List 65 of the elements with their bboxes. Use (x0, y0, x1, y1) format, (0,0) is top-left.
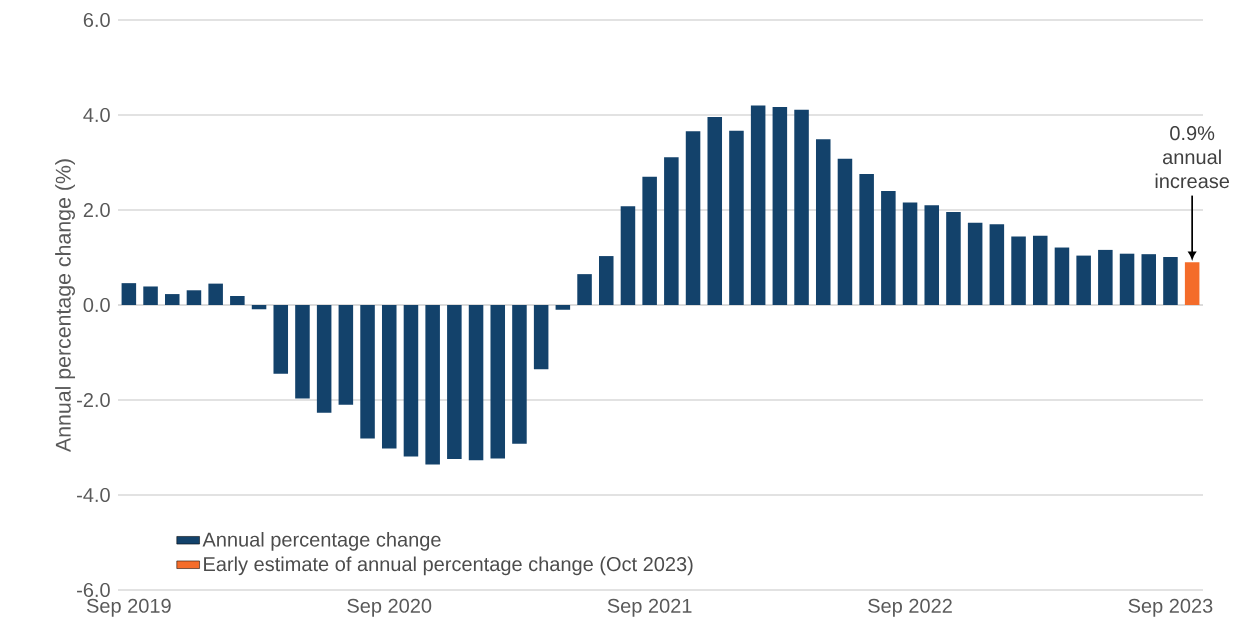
bar (1141, 254, 1157, 305)
bar (230, 295, 245, 305)
y-tick-label: 6.0 (83, 12, 110, 28)
y-tick-label: -6.0 (77, 582, 110, 598)
x-tick-label: Sep 2023 (1128, 598, 1213, 617)
bar (338, 305, 354, 405)
annotation: 0.9% annual increase (1155, 126, 1230, 189)
bar (512, 305, 527, 444)
bar (1011, 236, 1026, 305)
bar (642, 176, 657, 305)
bar (490, 305, 506, 459)
bar (707, 116, 723, 305)
bar (251, 305, 267, 310)
bar (295, 305, 310, 399)
bar (1054, 247, 1070, 305)
bar (555, 305, 571, 310)
bar (1098, 249, 1113, 305)
bar (360, 305, 375, 439)
bar (425, 305, 440, 465)
x-tick-label: Sep 2021 (607, 598, 692, 617)
bar (837, 158, 853, 305)
bar (577, 274, 592, 305)
bar (186, 290, 202, 305)
bar (946, 211, 961, 305)
bar (316, 305, 332, 413)
bar (859, 173, 874, 305)
y-axis-title: Annual percentage change (%) (55, 159, 76, 453)
bar (815, 139, 831, 305)
legend-label: Early estimate of annual percentage change (Oct 2023) (204, 556, 693, 576)
x-tick-label: Sep 2020 (347, 598, 432, 617)
bar (620, 206, 636, 305)
bar (208, 283, 223, 305)
bar (881, 191, 896, 305)
legend-label: Annual percentage change (202, 532, 441, 551)
y-tick-label: -2.0 (77, 392, 110, 408)
bar (772, 106, 788, 305)
bar (794, 109, 809, 305)
bar (1076, 255, 1091, 305)
bar (121, 283, 137, 305)
bar (1119, 253, 1135, 305)
y-tick-label: 2.0 (83, 202, 110, 218)
y-tick-label: -4.0 (77, 487, 110, 503)
bar (729, 130, 744, 305)
bar (967, 222, 983, 305)
bar (381, 305, 397, 449)
bar (164, 294, 180, 305)
bar (143, 286, 158, 305)
bar (1163, 257, 1178, 305)
y-tick-label: 0.0 (83, 297, 110, 313)
x-tick-label: Sep 2019 (86, 598, 171, 617)
bar (403, 305, 419, 457)
bar (598, 256, 614, 305)
x-tick-label: Sep 2022 (868, 598, 952, 617)
bar (664, 157, 679, 305)
bar (750, 105, 766, 305)
bar (1032, 235, 1048, 305)
bar (447, 305, 462, 459)
bar (468, 305, 484, 461)
bar (924, 205, 940, 305)
y-tick-label: 4.0 (83, 107, 110, 123)
bar (902, 202, 918, 305)
bar (273, 305, 289, 374)
bar (533, 305, 549, 370)
bar (989, 224, 1005, 305)
bar (685, 131, 701, 305)
